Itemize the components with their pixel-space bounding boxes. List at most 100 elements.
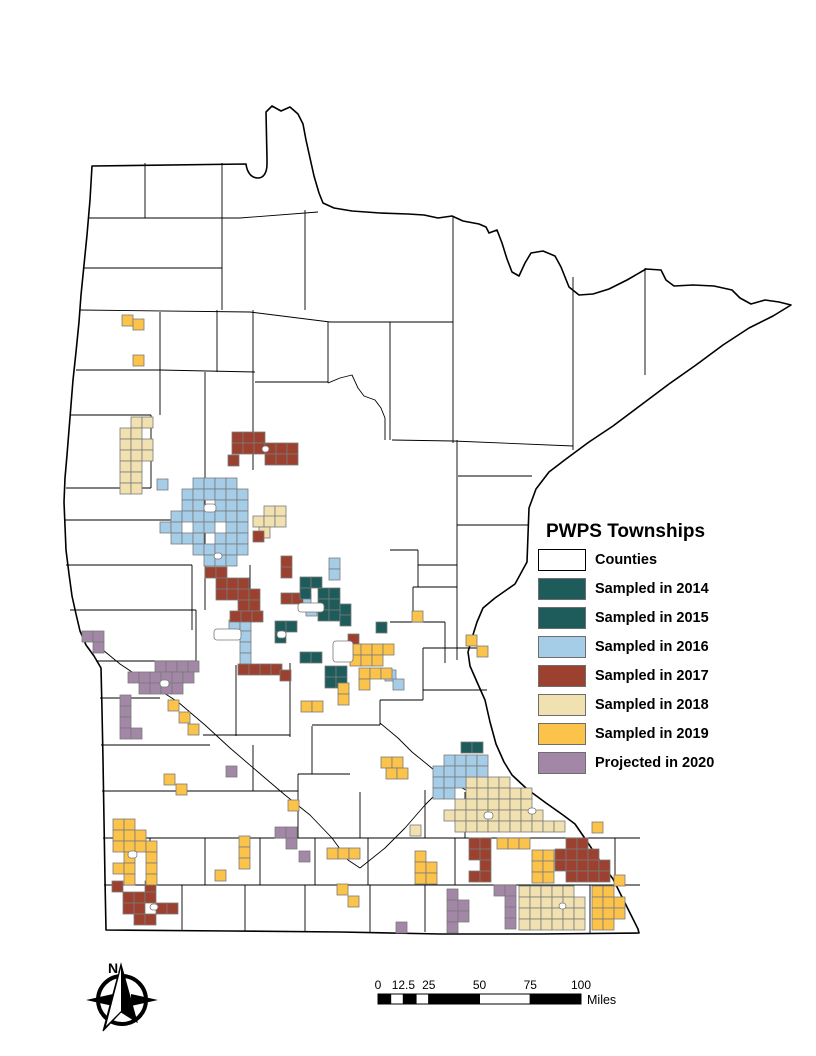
township-cell-2019 — [123, 840, 136, 853]
legend-swatch-2017 — [538, 665, 586, 687]
legend-item-2015: Sampled in 2015 — [538, 607, 788, 629]
township-cell-2019 — [145, 862, 158, 875]
township-cell-2016 — [203, 554, 216, 567]
township-cell-2016 — [236, 532, 249, 545]
township-cell-2018 — [551, 885, 564, 898]
township-cell-2017 — [576, 870, 589, 883]
township-cell-2019 — [214, 869, 227, 882]
township-cell-2017 — [248, 663, 261, 676]
township-cell-2019 — [123, 829, 136, 842]
township-cell-2016 — [432, 787, 445, 800]
township-cell-2018 — [465, 809, 478, 822]
township-cell-2017 — [248, 599, 261, 612]
township-cell-2018 — [130, 460, 143, 473]
township-cell-2018 — [487, 787, 500, 800]
township-cell-2019 — [602, 896, 615, 909]
township-cell-2018 — [540, 918, 553, 931]
north-arrow-icon: N — [86, 959, 158, 1032]
township-cell-2016 — [214, 532, 227, 545]
lake-hole — [149, 903, 159, 911]
township-cell-2020 — [149, 671, 162, 684]
township-cell-2017 — [166, 902, 179, 915]
township-cell-2020 — [446, 899, 459, 912]
lake-hole — [483, 811, 494, 820]
township-cell-2018 — [454, 809, 467, 822]
township-cell-2016 — [203, 510, 216, 523]
township-cell-2019 — [112, 818, 125, 831]
scale-bar-segment — [402, 993, 417, 1005]
township-cell-2020 — [457, 910, 470, 923]
township-cell-2020 — [504, 917, 517, 930]
township-cell-2017 — [242, 442, 255, 455]
township-cell-2016 — [192, 532, 205, 545]
township-cell-2019 — [371, 654, 384, 667]
township-cell-2017 — [280, 592, 293, 605]
township-cell-2019 — [337, 682, 350, 695]
township-cell-2017 — [215, 588, 228, 601]
township-cell-2019 — [542, 860, 555, 873]
township-cell-2016 — [192, 521, 205, 534]
township-cell-2018 — [465, 820, 478, 833]
legend: PWPS Townships Counties Sampled in 2014 Sa… — [538, 521, 788, 781]
township-cell-2019 — [337, 693, 350, 706]
legend-swatch-2019 — [538, 723, 586, 745]
township-cell-2020 — [395, 921, 408, 934]
township-cell-2017 — [554, 848, 567, 861]
legend-item-2020: Projected in 2020 — [538, 752, 788, 774]
lake-hole — [213, 552, 223, 560]
township-cell-2020 — [119, 727, 132, 740]
scale-unit-label: Miles — [587, 993, 616, 1007]
township-cell-2020 — [493, 884, 506, 897]
township-cell-2016 — [214, 510, 227, 523]
township-cell-2017 — [231, 431, 244, 444]
township-cell-2015 — [299, 651, 312, 664]
lake-hole — [276, 630, 287, 639]
township-cell-2017 — [565, 837, 578, 850]
scale-bar-segment — [415, 993, 430, 1005]
township-cell-2018 — [274, 515, 287, 528]
township-cell-2018 — [119, 471, 132, 484]
legend-item-label: Counties — [595, 552, 658, 568]
township-cell-2019 — [531, 860, 544, 873]
township-cell-2016 — [443, 765, 456, 778]
township-cell-2018 — [130, 427, 143, 440]
township-cell-2018 — [119, 482, 132, 495]
township-cell-2020 — [504, 895, 517, 908]
township-cell-2019 — [134, 829, 147, 842]
township-cell-2019 — [112, 862, 125, 875]
township-cell-2017 — [229, 610, 242, 623]
north-arrow-label: N — [108, 960, 118, 976]
township-cell-2017 — [576, 848, 589, 861]
lake-hole — [527, 807, 537, 815]
township-cell-2014 — [328, 598, 341, 611]
township-cell-2017 — [468, 848, 481, 861]
township-cell-2019 — [602, 907, 615, 920]
township-cell-2016 — [225, 488, 238, 501]
township-cell-2020 — [171, 671, 184, 684]
township-cell-2016 — [454, 754, 467, 767]
township-cell-2019 — [238, 857, 251, 870]
township-cell-2019 — [326, 847, 339, 860]
township-cell-2015 — [339, 614, 352, 627]
township-cell-2018 — [529, 907, 542, 920]
township-cell-2018 — [465, 776, 478, 789]
scale-bar-segment — [377, 993, 392, 1005]
scale-bar-segment — [390, 993, 404, 1005]
legend-title: PWPS Townships — [546, 521, 706, 542]
township-cell-2019 — [542, 849, 555, 862]
legend-swatch-2016 — [538, 636, 586, 658]
township-cell-2018 — [476, 787, 489, 800]
scale-bar-segment — [529, 993, 582, 1005]
township-cell-2018 — [454, 820, 467, 833]
township-cell-2018 — [130, 482, 143, 495]
township-cell-2016 — [181, 532, 194, 545]
township-cell-2019 — [145, 851, 158, 864]
township-cell-2017 — [275, 442, 288, 455]
township-cell-2016 — [192, 543, 205, 556]
township-cell-2019 — [531, 871, 544, 884]
township-cell-2019 — [385, 767, 398, 780]
township-cell-2018 — [263, 505, 276, 518]
township-cell-2016 — [170, 521, 183, 534]
township-cell-2018 — [130, 449, 143, 462]
township-cell-2020 — [176, 660, 189, 673]
